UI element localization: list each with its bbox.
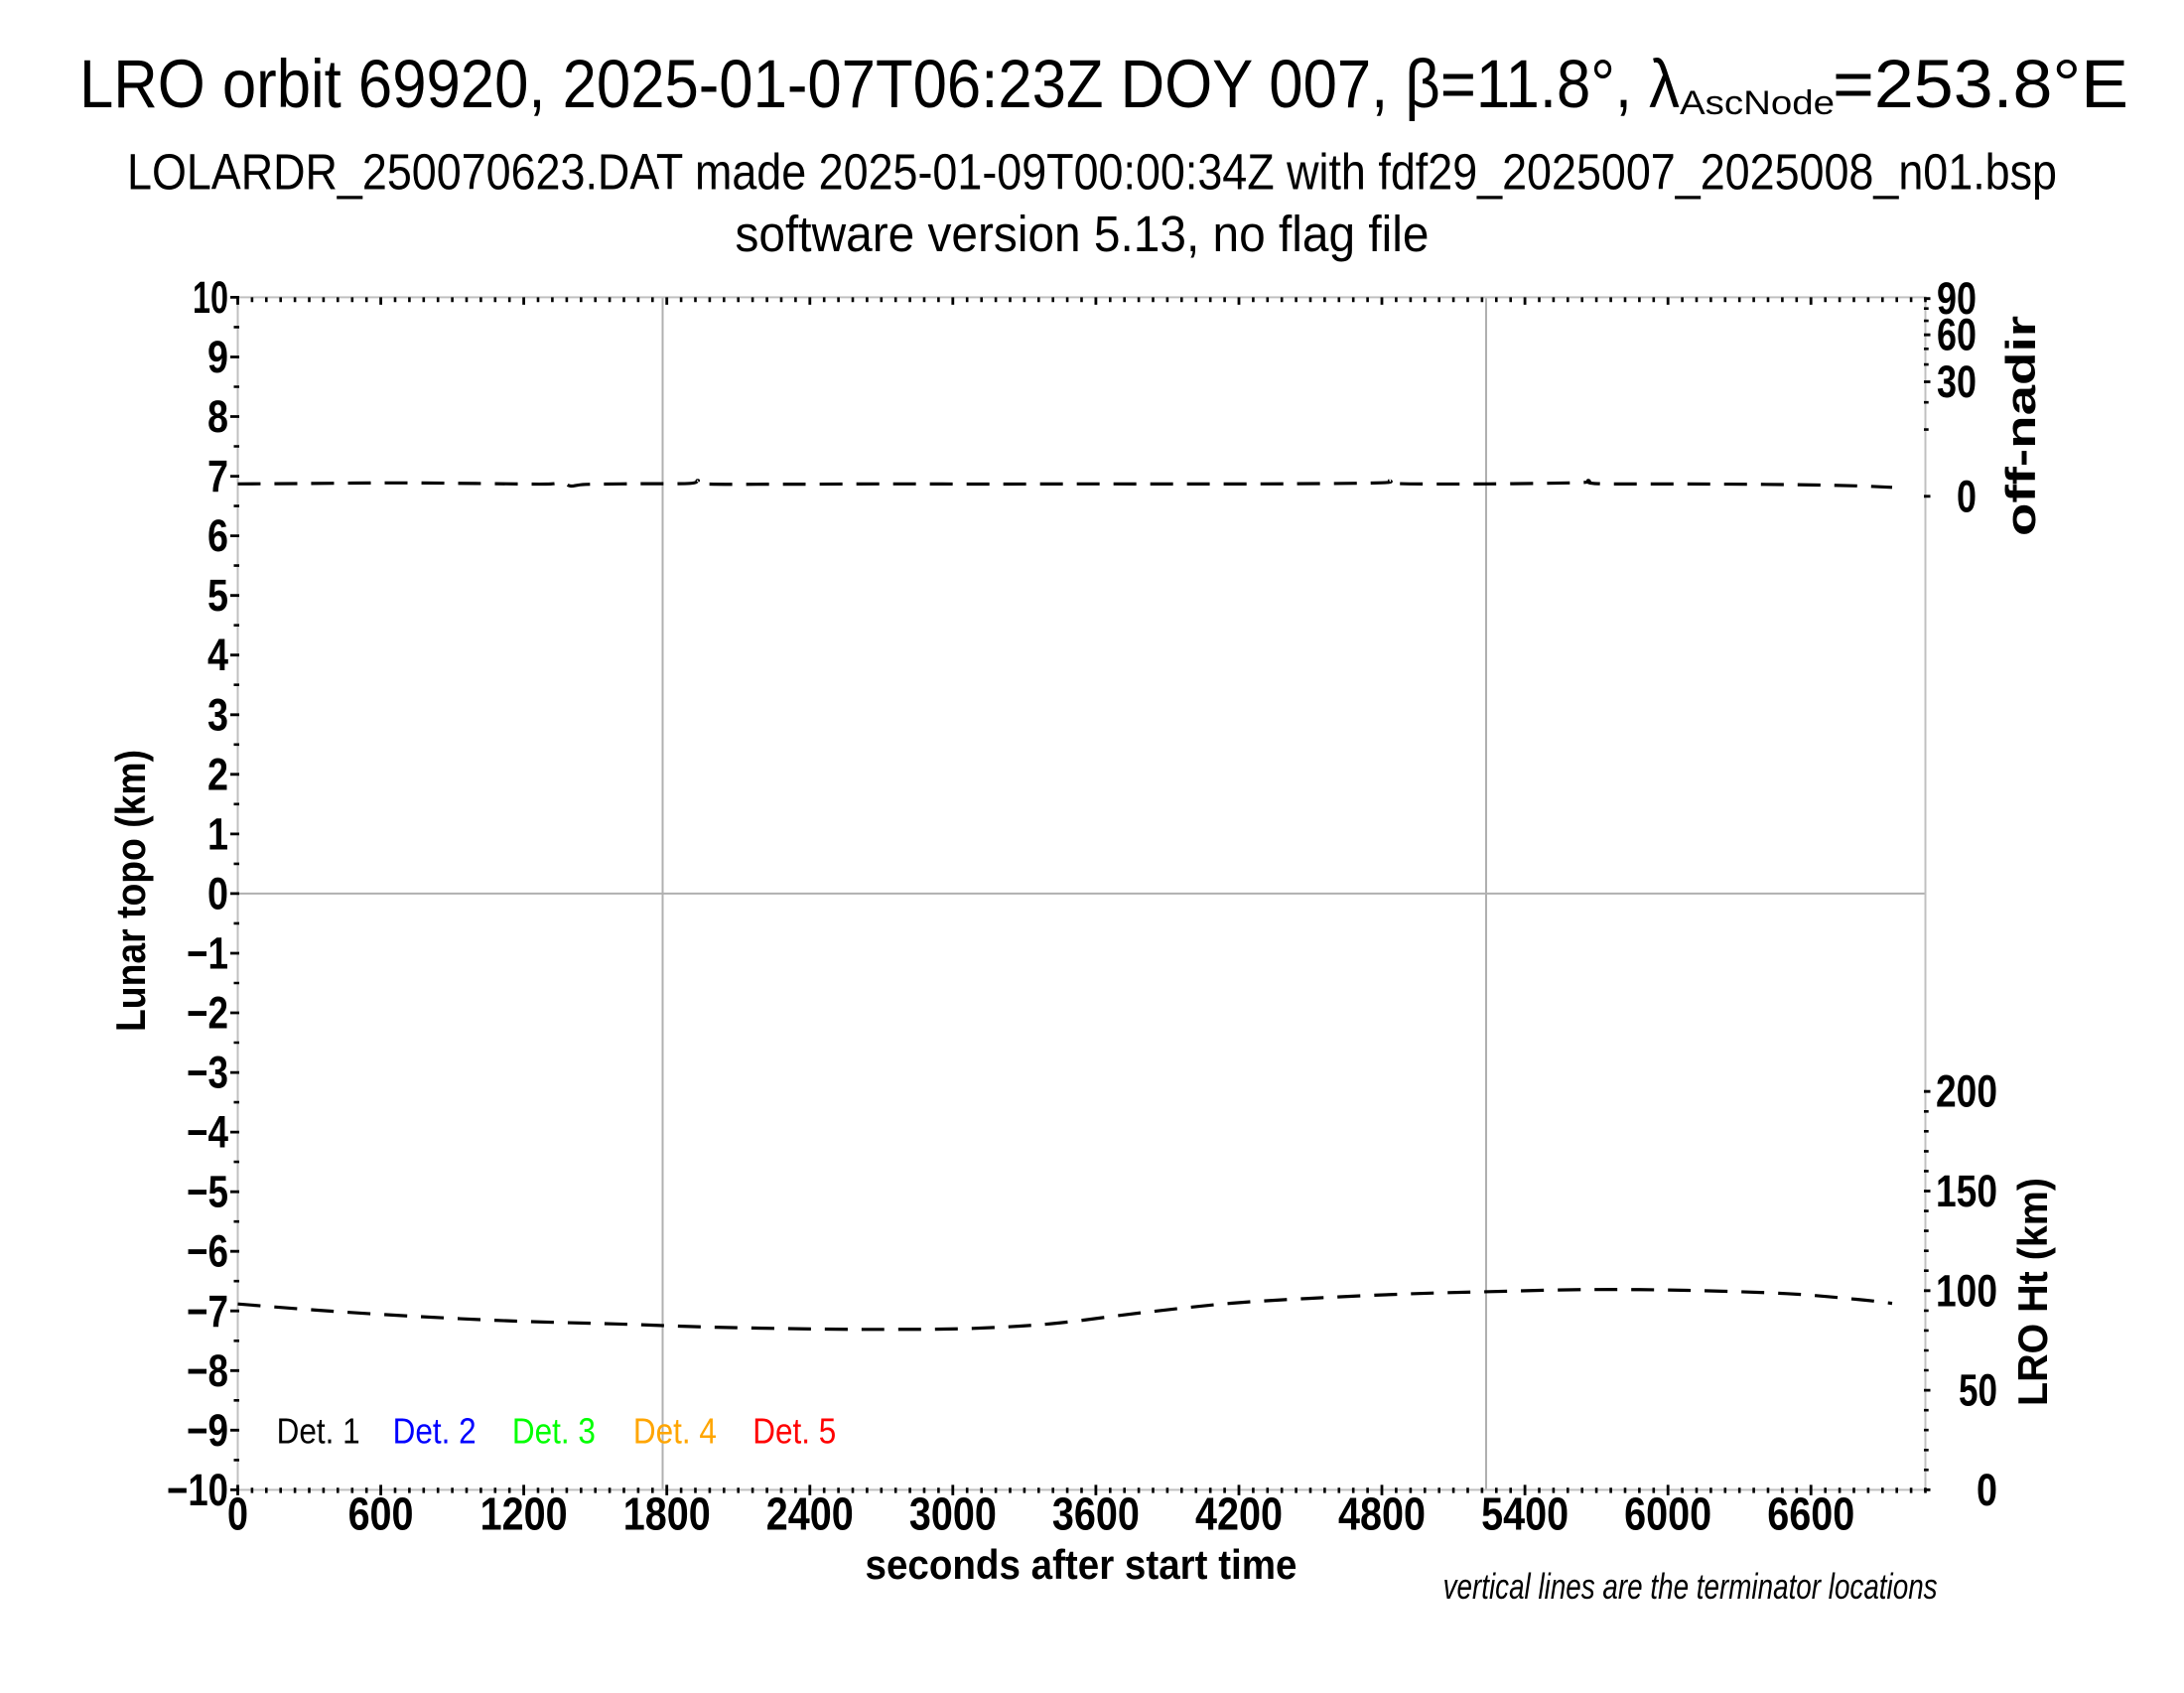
- svg-text:1800: 1800: [623, 1488, 711, 1540]
- svg-text:200: 200: [1936, 1066, 1997, 1117]
- svg-text:5400: 5400: [1481, 1488, 1569, 1540]
- svg-text:−8: −8: [187, 1345, 228, 1396]
- svg-text:Det. 4: Det. 4: [633, 1411, 717, 1452]
- svg-text:0: 0: [1977, 1465, 1997, 1515]
- svg-text:3000: 3000: [909, 1488, 997, 1540]
- svg-text:−1: −1: [187, 927, 228, 978]
- svg-text:AscNode: AscNode: [1680, 84, 1835, 122]
- svg-text:90: 90: [1937, 273, 1977, 324]
- svg-text:3600: 3600: [1052, 1488, 1140, 1540]
- svg-text:600: 600: [348, 1488, 414, 1540]
- svg-text:6600: 6600: [1767, 1488, 1854, 1540]
- svg-text:1200: 1200: [480, 1488, 568, 1540]
- svg-text:software version 5.13, no flag: software version 5.13, no flag file: [736, 206, 1430, 262]
- svg-text:5: 5: [207, 570, 228, 621]
- svg-text:vertical lines are the termina: vertical lines are the terminator locati…: [1443, 1566, 1938, 1607]
- svg-text:−6: −6: [187, 1226, 228, 1277]
- svg-text:Det. 1: Det. 1: [277, 1411, 360, 1452]
- svg-text:−5: −5: [187, 1167, 228, 1217]
- svg-text:4: 4: [207, 630, 228, 680]
- svg-text:2400: 2400: [766, 1488, 854, 1540]
- svg-text:30: 30: [1937, 356, 1977, 407]
- svg-text:−3: −3: [187, 1048, 228, 1098]
- svg-text:150: 150: [1936, 1166, 1997, 1216]
- svg-text:60: 60: [1937, 310, 1977, 360]
- svg-text:LRO orbit 69920, 2025-01-07T06: LRO orbit 69920, 2025-01-07T06:23Z DOY 0…: [79, 46, 1680, 122]
- svg-text:4200: 4200: [1195, 1488, 1283, 1540]
- svg-text:100: 100: [1936, 1265, 1997, 1316]
- svg-text:7: 7: [207, 451, 228, 501]
- svg-text:=253.8°E: =253.8°E: [1833, 46, 2128, 122]
- svg-text:0: 0: [1957, 471, 1977, 521]
- svg-text:−4: −4: [187, 1107, 228, 1158]
- svg-text:0: 0: [227, 1488, 248, 1540]
- svg-text:off-nadir: off-nadir: [1997, 316, 2044, 536]
- svg-text:9: 9: [207, 332, 228, 382]
- svg-text:4800: 4800: [1338, 1488, 1426, 1540]
- svg-text:3: 3: [207, 689, 228, 740]
- svg-text:LOLARDR_250070623.DAT made 202: LOLARDR_250070623.DAT made 2025-01-09T00…: [127, 144, 2057, 201]
- svg-text:−2: −2: [187, 988, 228, 1039]
- svg-text:1: 1: [207, 808, 228, 859]
- svg-text:2: 2: [207, 749, 228, 799]
- svg-text:−7: −7: [187, 1286, 228, 1337]
- svg-text:6000: 6000: [1624, 1488, 1711, 1540]
- svg-text:−9: −9: [187, 1405, 228, 1456]
- svg-text:8: 8: [207, 391, 228, 442]
- svg-text:0: 0: [207, 868, 228, 918]
- svg-text:50: 50: [1959, 1365, 1997, 1416]
- svg-text:Lunar topo (km): Lunar topo (km): [107, 750, 154, 1032]
- svg-text:6: 6: [207, 510, 228, 561]
- svg-text:−10: −10: [167, 1465, 228, 1515]
- svg-text:Det. 3: Det. 3: [512, 1411, 596, 1452]
- svg-text:seconds after start time: seconds after start time: [866, 1541, 1297, 1588]
- svg-text:Det. 2: Det. 2: [393, 1411, 477, 1452]
- svg-text:LRO Ht (km): LRO Ht (km): [2009, 1178, 2056, 1406]
- svg-text:10: 10: [193, 272, 228, 323]
- svg-text:Det. 5: Det. 5: [752, 1411, 836, 1452]
